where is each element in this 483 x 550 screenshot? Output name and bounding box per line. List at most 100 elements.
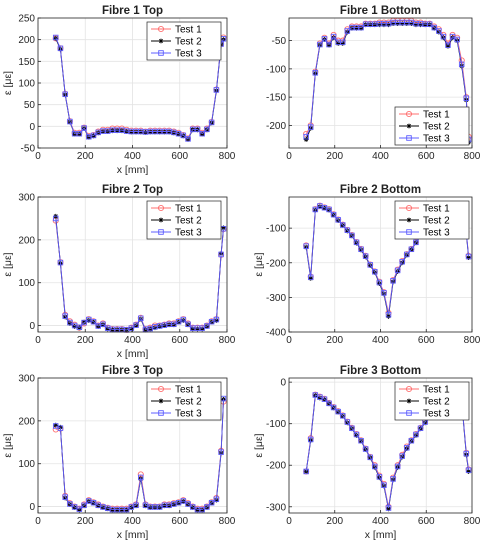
data-point xyxy=(358,24,364,31)
data-point xyxy=(303,468,309,475)
data-point xyxy=(465,253,472,260)
tick-label-x: 600 xyxy=(418,151,435,162)
data-point xyxy=(413,432,419,438)
data-point xyxy=(62,313,68,319)
data-point xyxy=(408,437,415,444)
data-point xyxy=(367,262,373,268)
legend-label: Test 3 xyxy=(175,49,202,60)
legend-marker xyxy=(406,398,412,404)
tick-label-x: 800 xyxy=(219,151,236,162)
data-point xyxy=(199,326,205,332)
data-point xyxy=(340,41,346,46)
data-point xyxy=(390,278,396,284)
data-point xyxy=(161,323,167,328)
data-point xyxy=(194,126,201,133)
tick-label-x: 800 xyxy=(464,516,481,527)
data-point xyxy=(81,125,87,131)
legend-label: Test 1 xyxy=(423,385,450,396)
data-point xyxy=(399,258,405,265)
legend-marker xyxy=(157,204,165,212)
data-point xyxy=(394,267,401,274)
data-point xyxy=(408,21,414,27)
data-point xyxy=(307,436,314,443)
x-axis-label: x [mm] xyxy=(117,529,149,541)
data-point xyxy=(394,463,401,470)
tick-label-x: 400 xyxy=(124,151,141,162)
data-point xyxy=(404,21,410,27)
chart-title: Fibre 1 Bottom xyxy=(340,5,421,17)
legend-label: Test 1 xyxy=(175,204,202,215)
tick-label-x: 600 xyxy=(171,516,188,527)
data-point xyxy=(307,274,314,281)
data-point xyxy=(399,453,405,459)
chart-panel: 0 200 400 600 800 -300 -200 -100 0 Fibre 3 Bottom… xyxy=(253,365,481,541)
tick-label-x: 200 xyxy=(326,335,343,346)
legend-marker xyxy=(406,410,412,416)
chart-panel: 0 200 400 600 800 -200 -150 -100 -50 Fibre 1 Bott… xyxy=(266,5,481,162)
data-point xyxy=(67,501,73,507)
tick-label-y: 300 xyxy=(18,374,35,385)
legend-label: Test 2 xyxy=(423,122,450,133)
legend-marker xyxy=(406,135,412,141)
data-point xyxy=(413,22,419,28)
legend-marker xyxy=(405,385,413,393)
data-point xyxy=(308,125,314,131)
data-point xyxy=(213,87,220,93)
data-point xyxy=(466,255,471,260)
data-point xyxy=(385,311,392,318)
legend-box xyxy=(146,21,222,61)
data-point xyxy=(454,36,460,43)
data-point xyxy=(372,463,378,470)
data-point xyxy=(431,25,437,31)
legend-marker xyxy=(158,217,164,223)
data-point xyxy=(138,129,144,135)
data-point xyxy=(326,41,332,48)
tick-label-y: -100 xyxy=(266,64,286,75)
tick-label-x: 400 xyxy=(372,335,389,346)
data-point xyxy=(90,318,97,325)
tick-label-y: 0 xyxy=(280,378,286,389)
data-point xyxy=(326,206,332,213)
data-point xyxy=(204,323,210,329)
tick-label-y: 0 xyxy=(29,122,35,133)
series-line xyxy=(55,37,224,140)
chart-panel: 0 200 400 600 800 0 100 200 300 Fibre 3 Top x [mm]… xyxy=(2,365,236,541)
data-point xyxy=(367,22,373,28)
data-point xyxy=(119,327,125,333)
data-point xyxy=(52,215,59,222)
data-point xyxy=(128,129,134,135)
data-point xyxy=(386,506,391,512)
data-point xyxy=(180,498,187,504)
data-point xyxy=(358,437,364,444)
data-point xyxy=(110,327,115,333)
x-axis-label: x [mm] xyxy=(117,348,149,360)
tick-label-x: 800 xyxy=(219,516,236,527)
data-point xyxy=(330,404,337,411)
y-axis-label: ε [με] xyxy=(2,252,14,276)
series-line xyxy=(55,398,224,511)
data-point xyxy=(195,326,200,332)
tick-label-y: -300 xyxy=(266,502,286,513)
legend-label: Test 1 xyxy=(175,385,202,396)
data-point xyxy=(317,395,323,401)
tick-label-y: -150 xyxy=(266,93,286,104)
tick-label-x: 400 xyxy=(372,151,389,162)
legend-label: Test 2 xyxy=(175,37,202,48)
data-point xyxy=(157,129,163,135)
data-point xyxy=(376,474,383,480)
tick-label-y: -200 xyxy=(266,258,286,269)
tick-label-y: -200 xyxy=(266,121,286,132)
data-point xyxy=(76,507,82,513)
data-point xyxy=(166,129,172,135)
legend-marker xyxy=(158,229,164,235)
data-point xyxy=(185,501,191,507)
data-point xyxy=(67,319,73,326)
tick-label-y: -200 xyxy=(266,461,286,472)
tick-label-y: 150 xyxy=(18,57,35,68)
data-point xyxy=(349,25,355,31)
series-line xyxy=(305,22,470,140)
tick-label-y: 250 xyxy=(18,14,35,25)
data-point xyxy=(91,133,96,139)
